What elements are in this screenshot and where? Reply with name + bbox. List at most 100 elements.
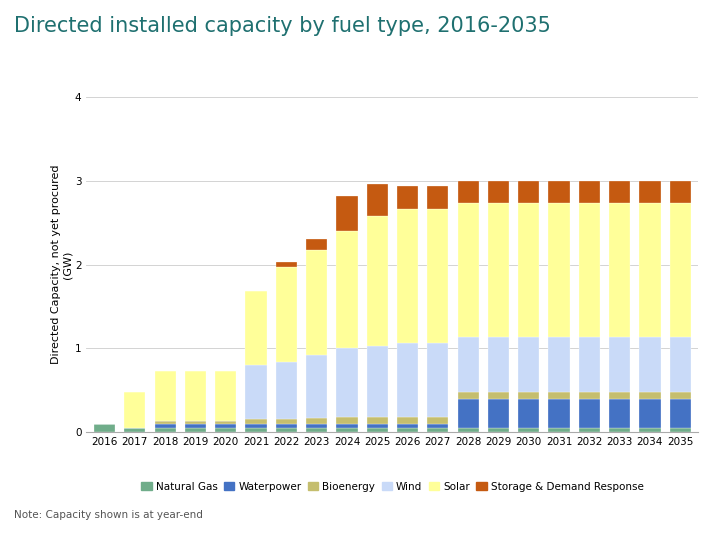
Bar xyxy=(94,423,115,432)
Bar xyxy=(488,204,509,338)
Bar xyxy=(579,399,600,428)
Bar xyxy=(609,392,630,399)
Bar xyxy=(639,428,660,432)
Bar xyxy=(155,371,176,421)
Bar xyxy=(639,338,660,392)
Bar xyxy=(609,338,630,392)
Bar xyxy=(457,428,479,432)
Bar xyxy=(549,204,570,338)
Bar xyxy=(670,392,690,399)
Bar xyxy=(306,423,328,428)
Bar xyxy=(488,392,509,399)
Bar xyxy=(246,428,266,432)
Bar xyxy=(276,362,297,418)
Bar xyxy=(609,428,630,432)
Bar xyxy=(518,338,539,392)
Bar xyxy=(246,420,266,423)
Bar xyxy=(366,346,388,417)
Bar xyxy=(397,343,418,417)
Bar xyxy=(306,240,328,251)
Bar xyxy=(518,392,539,399)
Bar xyxy=(276,423,297,428)
Bar xyxy=(336,417,358,423)
Bar xyxy=(488,428,509,432)
Bar xyxy=(276,428,297,432)
Text: Note: Capacity shown is at year-end: Note: Capacity shown is at year-end xyxy=(14,510,203,521)
Bar xyxy=(488,181,509,204)
Bar xyxy=(427,343,449,417)
Bar xyxy=(336,196,358,231)
Bar xyxy=(246,365,266,420)
Bar xyxy=(215,423,236,428)
Bar xyxy=(276,418,297,423)
Bar xyxy=(185,428,206,432)
Bar xyxy=(427,210,449,343)
Bar xyxy=(639,392,660,399)
Bar xyxy=(125,392,145,428)
Bar xyxy=(155,423,176,428)
Bar xyxy=(185,421,206,423)
Bar xyxy=(457,181,479,204)
Bar xyxy=(397,417,418,423)
Bar xyxy=(457,338,479,392)
Bar xyxy=(549,399,570,428)
Bar xyxy=(518,204,539,338)
Bar xyxy=(457,392,479,399)
Bar xyxy=(549,392,570,399)
Bar xyxy=(488,399,509,428)
Bar xyxy=(609,181,630,204)
Bar xyxy=(639,204,660,338)
Bar xyxy=(306,428,328,432)
Bar xyxy=(549,428,570,432)
Bar xyxy=(639,181,660,204)
Bar xyxy=(639,399,660,428)
Bar xyxy=(306,251,328,355)
Bar xyxy=(397,428,418,432)
Bar xyxy=(609,399,630,428)
Bar xyxy=(246,292,266,365)
Bar xyxy=(457,204,479,338)
Bar xyxy=(366,417,388,423)
Text: Directed installed capacity by fuel type, 2016-2035: Directed installed capacity by fuel type… xyxy=(14,16,552,36)
Bar xyxy=(427,428,449,432)
Bar xyxy=(549,338,570,392)
Bar xyxy=(306,355,328,418)
Bar xyxy=(397,186,418,210)
Bar xyxy=(518,399,539,428)
Bar xyxy=(609,204,630,338)
Y-axis label: Directed Capacity, not yet procured
(GW): Directed Capacity, not yet procured (GW) xyxy=(50,165,72,364)
Bar xyxy=(670,204,690,338)
Bar xyxy=(518,181,539,204)
Bar xyxy=(670,428,690,432)
Bar xyxy=(276,267,297,362)
Bar xyxy=(336,348,358,417)
Bar xyxy=(155,421,176,423)
Bar xyxy=(215,421,236,423)
Bar xyxy=(276,262,297,267)
Bar xyxy=(579,181,600,204)
Bar xyxy=(246,423,266,428)
Bar xyxy=(397,423,418,428)
Bar xyxy=(366,428,388,432)
Bar xyxy=(579,204,600,338)
Legend: Natural Gas, Waterpower, Bioenergy, Wind, Solar, Storage & Demand Response: Natural Gas, Waterpower, Bioenergy, Wind… xyxy=(137,477,648,496)
Bar xyxy=(366,184,388,216)
Bar xyxy=(427,417,449,423)
Bar xyxy=(579,338,600,392)
Bar xyxy=(670,181,690,204)
Bar xyxy=(215,428,236,432)
Bar xyxy=(427,423,449,428)
Bar xyxy=(336,428,358,432)
Bar xyxy=(125,428,145,432)
Bar xyxy=(549,181,570,204)
Bar xyxy=(488,338,509,392)
Bar xyxy=(579,428,600,432)
Bar xyxy=(185,423,206,428)
Bar xyxy=(215,371,236,421)
Bar xyxy=(518,428,539,432)
Bar xyxy=(670,338,690,392)
Bar xyxy=(579,392,600,399)
Bar xyxy=(366,423,388,428)
Bar xyxy=(366,216,388,346)
Bar xyxy=(336,231,358,348)
